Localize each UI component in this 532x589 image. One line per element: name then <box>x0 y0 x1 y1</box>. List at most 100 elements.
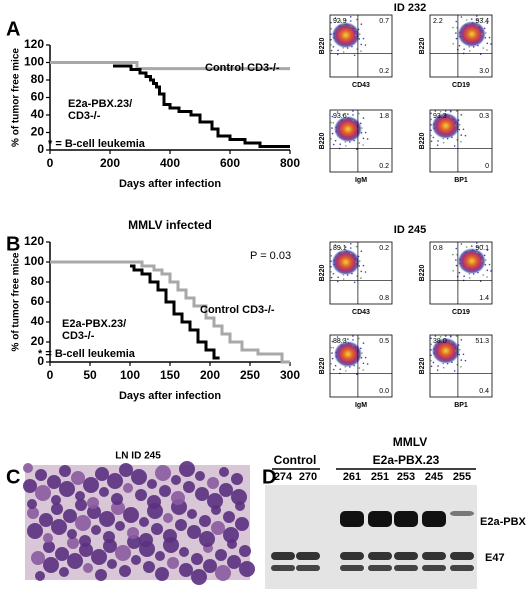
band <box>394 565 418 571</box>
flow-dot <box>345 23 348 25</box>
flow-x-label: BP1 <box>454 402 468 409</box>
flow-dot <box>332 121 335 124</box>
flow-dot <box>455 335 458 337</box>
flow-dot <box>334 139 337 142</box>
flow-dot <box>335 351 337 354</box>
flow-dot <box>354 257 357 260</box>
cell <box>119 565 131 577</box>
flow-id: ID 232 <box>394 2 426 14</box>
quadrant-value: 38.0 <box>433 338 447 345</box>
y-tick-label: 60 <box>31 294 45 308</box>
cell <box>107 473 123 489</box>
quadrant-value: 93.3 <box>433 113 447 120</box>
y-tick-label: 100 <box>24 55 44 69</box>
flow-dot <box>445 114 448 116</box>
flow-dot <box>479 53 482 56</box>
flow-dot <box>442 362 444 365</box>
flow-dot <box>478 253 481 256</box>
flow-dot <box>356 148 358 151</box>
flow-dot <box>460 16 463 18</box>
flow-dot <box>335 126 337 129</box>
y-tick-label: 40 <box>31 314 45 328</box>
band <box>368 565 392 571</box>
cell <box>47 475 61 489</box>
y-tick-label: 60 <box>31 90 45 104</box>
flow-dot <box>340 119 343 121</box>
lane-label: 274 <box>274 471 293 483</box>
cell <box>163 529 177 543</box>
cell <box>79 535 91 547</box>
flow-dot <box>444 110 447 112</box>
x-tick-label: 250 <box>240 368 260 382</box>
flow-dot <box>430 118 432 121</box>
flow-dot <box>464 134 467 137</box>
flow-dot <box>463 48 465 50</box>
flow-dot <box>358 367 361 369</box>
flow-dot <box>460 359 463 361</box>
x-tick-label: 400 <box>160 156 180 170</box>
survival-line <box>113 64 290 148</box>
flow-dot <box>332 143 335 146</box>
flow-dot <box>366 138 369 140</box>
flow-dot <box>359 122 362 125</box>
flow-dot <box>344 117 346 120</box>
flow-dot <box>334 17 337 19</box>
flow-dot <box>360 357 363 359</box>
cell <box>59 481 75 497</box>
flow-dot <box>354 121 357 124</box>
flow-dot <box>439 335 442 338</box>
flow-dot <box>330 121 332 124</box>
flow-dot <box>455 259 457 261</box>
quadrant-value: 0.8 <box>433 245 443 252</box>
flow-dot <box>481 33 483 35</box>
cell <box>59 465 71 477</box>
cell <box>23 463 33 473</box>
flow-y-label: B220 <box>319 38 326 55</box>
flow-dot <box>441 339 444 342</box>
x-tick-label: 0 <box>47 368 54 382</box>
cell <box>179 461 195 477</box>
band <box>422 511 446 527</box>
flow-dot <box>442 137 444 140</box>
flow-dot <box>450 116 452 118</box>
flow-dot <box>490 43 492 45</box>
flow-dot <box>344 342 346 345</box>
y-tick-label: 80 <box>31 274 45 288</box>
flow-id: ID 245 <box>394 224 426 236</box>
group-label: E2a-PBX.23 <box>373 453 440 467</box>
flow-dot <box>330 254 332 257</box>
cell <box>235 517 249 531</box>
flow-dot <box>332 368 335 371</box>
cell <box>155 465 171 481</box>
cell <box>75 515 91 531</box>
flow-dot <box>364 44 367 46</box>
flow-dot <box>349 243 352 245</box>
flow-dot <box>455 247 458 250</box>
flow-dot <box>472 273 475 275</box>
flow-dot <box>358 112 360 115</box>
flow-dot <box>452 343 455 346</box>
flow-dot <box>353 364 355 367</box>
flow-dot <box>364 271 367 273</box>
flow-dot <box>358 337 360 340</box>
flow-dot <box>449 110 452 112</box>
cell <box>239 561 255 577</box>
flow-dot <box>472 46 475 48</box>
band <box>368 552 392 560</box>
flow-dot <box>470 245 473 247</box>
annotation: P = 0.03 <box>250 250 291 262</box>
x-axis-label: Days after infection <box>119 390 221 402</box>
cell <box>75 499 87 511</box>
flow-dot <box>430 124 432 126</box>
flow-dot <box>459 35 461 38</box>
flow-dot <box>434 110 437 112</box>
flow-dot <box>346 47 349 49</box>
cell <box>231 489 247 505</box>
flow-dot <box>355 18 358 21</box>
flow-dot <box>349 366 351 368</box>
flow-dot <box>445 339 448 341</box>
cell <box>147 495 161 509</box>
cell <box>31 551 45 565</box>
flow-dot <box>460 39 463 42</box>
flow-dot <box>347 117 350 119</box>
